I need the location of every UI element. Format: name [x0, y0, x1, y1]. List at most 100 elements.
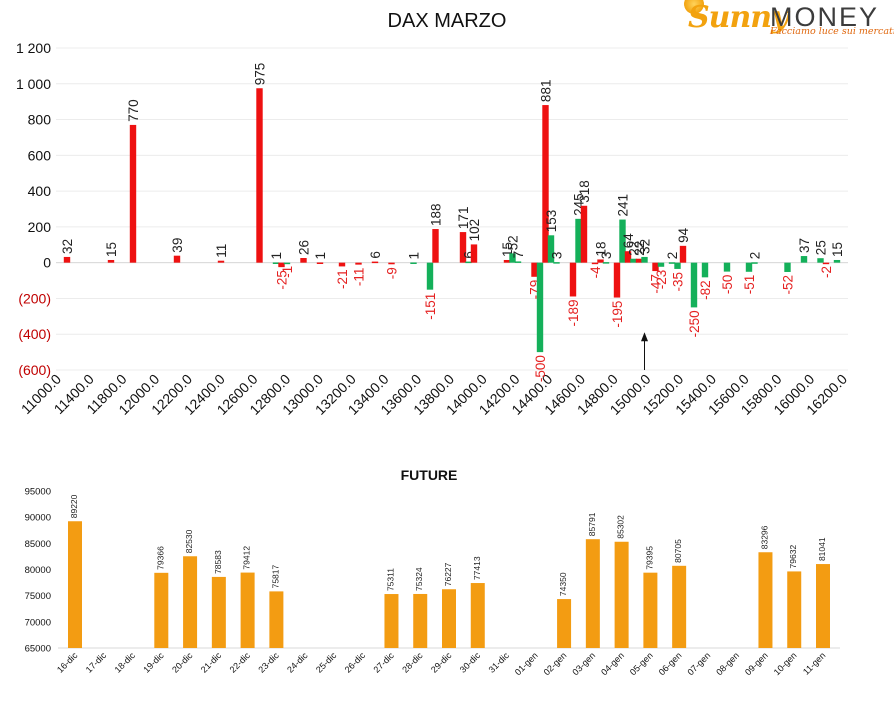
bar-data-label: -9 — [385, 267, 400, 279]
y-tick-label: 1 200 — [16, 40, 51, 56]
bar-red — [129, 124, 137, 263]
future-bar — [442, 589, 456, 648]
bar-red — [355, 262, 362, 265]
y-tick-label: 600 — [28, 147, 52, 163]
bar-green — [575, 218, 582, 263]
bar-data-label: 102 — [467, 219, 482, 242]
bar-data-label: 6 — [368, 251, 383, 259]
bar-red — [597, 259, 604, 263]
x-tick-label: 30-dic — [458, 650, 483, 675]
bar-green — [745, 262, 753, 272]
bar-data-label: -82 — [698, 280, 713, 300]
bar-red — [217, 260, 225, 263]
y-tick-label: 0 — [43, 255, 51, 271]
bar-red — [316, 262, 324, 264]
chart-title: DAX MARZO — [387, 10, 507, 32]
bar-red — [278, 262, 285, 268]
bar-data-label: -151 — [423, 293, 438, 320]
bar-green — [465, 261, 472, 264]
bar-red — [173, 255, 181, 263]
bar-data-label: -35 — [671, 272, 686, 292]
y-tick-label: (200) — [18, 290, 51, 306]
bar-data-label: 64 — [621, 233, 636, 249]
y-tick-label: 70000 — [25, 617, 51, 628]
bar-red — [822, 262, 830, 265]
future-chart-title: FUTURE — [400, 467, 458, 483]
x-tick-label: 07-gen — [685, 650, 712, 677]
bar-red — [503, 259, 511, 263]
x-tick-label: 03-gen — [570, 650, 597, 677]
bar-data-label: 881 — [539, 80, 554, 103]
bar-data-label: 82530 — [184, 529, 194, 553]
x-tick-label: 21-dic — [199, 650, 224, 675]
bar-green — [784, 262, 791, 272]
bar-green — [630, 258, 637, 263]
bar-data-label: 32 — [60, 239, 75, 254]
future-bar — [470, 583, 485, 648]
bar-green — [514, 261, 522, 263]
x-tick-label: 16-dic — [55, 650, 80, 675]
x-tick-label: 31-dic — [487, 650, 512, 675]
bar-data-label: -2 — [819, 266, 834, 278]
bar-red — [531, 262, 538, 277]
future-bar — [183, 556, 198, 648]
future-bar — [585, 539, 600, 648]
future-bar — [614, 541, 629, 648]
x-tick-label: 18-dic — [113, 650, 138, 675]
bar-data-label: -47 — [649, 274, 664, 294]
bar-data-label: 241 — [616, 194, 631, 217]
bar-red — [580, 205, 588, 263]
bar-data-label: 85791 — [587, 512, 597, 536]
bar-data-label: 75311 — [385, 568, 395, 591]
x-tick-label: 28-dic — [400, 650, 425, 675]
bar-red — [371, 261, 379, 264]
x-tick-label: 20-dic — [170, 650, 195, 675]
bar-data-label: 74350 — [558, 572, 568, 596]
bar-data-label: -21 — [335, 269, 350, 289]
bar-data-label: 94 — [676, 227, 691, 243]
bar-data-label: 81041 — [817, 537, 827, 561]
x-tick-label: 05-gen — [628, 650, 655, 677]
y-tick-label: 75000 — [25, 591, 51, 602]
bar-data-label: 11 — [214, 244, 229, 258]
bar-data-label: 7 — [511, 251, 526, 259]
logo-tagline: Facciamo luce sui mercati — [770, 26, 894, 37]
bar-data-label: -52 — [781, 275, 796, 295]
x-tick-label: 23-dic — [256, 650, 281, 675]
bar-data-label: -11 — [352, 268, 367, 287]
x-tick-label: 09-gen — [743, 650, 770, 677]
bar-red — [591, 262, 599, 265]
y-tick-label: 400 — [28, 183, 52, 199]
future-bar — [211, 576, 226, 648]
bar-data-label: -189 — [566, 299, 581, 326]
bar-green — [509, 253, 516, 263]
future-bar — [413, 593, 428, 648]
bar-red — [679, 245, 687, 263]
y-tick-label: (600) — [18, 362, 51, 378]
bar-data-label: 6 — [462, 251, 477, 259]
future-bar — [68, 521, 82, 648]
bar-data-label: 1 — [269, 252, 284, 260]
x-tick-label: 27-dic — [371, 650, 396, 675]
bar-green — [668, 262, 676, 264]
bar-data-label: 18 — [594, 241, 609, 256]
y-tick-label: 90000 — [25, 513, 51, 524]
bar-data-label: 1 — [406, 252, 421, 260]
bar-green — [619, 219, 626, 263]
future-bar — [787, 571, 802, 648]
bar-red — [613, 262, 621, 298]
y-tick-label: 85000 — [25, 539, 51, 550]
bar-red — [542, 105, 549, 263]
bar-data-label: 26 — [297, 240, 312, 255]
bar-green — [657, 262, 665, 267]
x-tick-label: 02-gen — [542, 650, 569, 677]
future-bar — [557, 599, 572, 648]
annotation-arrow-head — [641, 332, 648, 342]
bar-green — [602, 262, 610, 264]
bar-data-label: 153 — [544, 210, 559, 233]
bar-data-label: -4 — [588, 266, 603, 278]
bar-green — [536, 262, 544, 353]
bar-data-label: 89220 — [69, 494, 79, 518]
bar-data-label: 77413 — [472, 556, 482, 580]
bar-green — [547, 235, 555, 263]
